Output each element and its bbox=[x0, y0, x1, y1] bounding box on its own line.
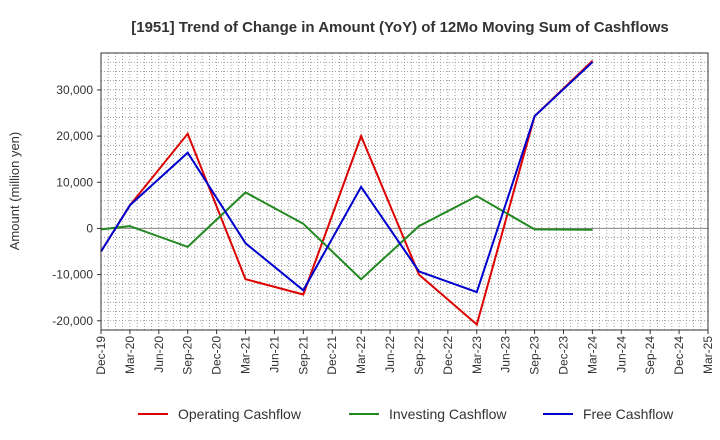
x-tick-label: Jun-20 bbox=[152, 336, 166, 373]
series-line bbox=[100, 191, 593, 281]
x-tick-label: Dec-20 bbox=[210, 336, 224, 375]
x-tick-label: Dec-23 bbox=[556, 336, 570, 375]
y-axis-label: Amount (million yen) bbox=[7, 132, 22, 251]
x-tick-label: Jun-24 bbox=[614, 336, 628, 373]
chart-title: [1951] Trend of Change in Amount (YoY) o… bbox=[131, 19, 669, 36]
x-tick-label: Mar-24 bbox=[585, 336, 599, 374]
data-point bbox=[591, 61, 593, 63]
x-tick-label: Mar-20 bbox=[123, 336, 137, 374]
data-point bbox=[129, 204, 131, 206]
data-point bbox=[302, 293, 304, 295]
grid bbox=[100, 52, 709, 331]
y-tick-label: 20,000 bbox=[56, 129, 93, 143]
x-ticks: Dec-19 Mar-20 Jun-20 Sep-20 Dec-20 Mar-21 Jun-… bbox=[94, 330, 715, 375]
data-point bbox=[418, 274, 420, 276]
x-tick-label: Dec-19 bbox=[94, 336, 108, 375]
x-tick-label: Dec-22 bbox=[441, 336, 455, 375]
data-point bbox=[302, 289, 304, 291]
x-tick-label: Sep-23 bbox=[528, 336, 542, 375]
data-point bbox=[534, 228, 536, 230]
x-tick-label: Dec-21 bbox=[325, 336, 339, 375]
series-line bbox=[100, 61, 594, 294]
series-lines bbox=[100, 60, 594, 327]
y-tick-label: 10,000 bbox=[56, 175, 93, 189]
x-tick-label: Dec-24 bbox=[672, 336, 686, 375]
data-point bbox=[245, 242, 247, 244]
data-point bbox=[591, 229, 593, 231]
data-point bbox=[534, 115, 536, 117]
legend: Operating Cashflow Investing Cashflow Free… bbox=[138, 406, 674, 422]
x-tick-label: Jun-21 bbox=[267, 336, 281, 373]
series-line bbox=[100, 60, 594, 327]
data-point bbox=[418, 225, 420, 227]
data-point bbox=[187, 152, 189, 154]
y-ticks: -20,000 -10,000 0 10,000 20,000 30,000 bbox=[52, 83, 101, 328]
data-point bbox=[302, 223, 304, 225]
data-point bbox=[418, 270, 420, 272]
x-tick-label: Mar-23 bbox=[470, 336, 484, 374]
legend-label: Free Cashflow bbox=[583, 406, 674, 422]
data-point bbox=[360, 278, 362, 280]
x-tick-label: Mar-22 bbox=[354, 336, 368, 374]
data-point bbox=[476, 195, 478, 197]
x-tick-label: Sep-24 bbox=[643, 336, 657, 375]
x-tick-label: Sep-22 bbox=[412, 336, 426, 375]
data-point bbox=[187, 246, 189, 248]
x-tick-label: Mar-21 bbox=[239, 336, 253, 374]
x-tick-label: Sep-20 bbox=[181, 336, 195, 375]
legend-label: Operating Cashflow bbox=[178, 406, 302, 422]
legend-label: Investing Cashflow bbox=[389, 406, 507, 422]
data-point bbox=[360, 135, 362, 137]
x-tick-label: Mar-25 bbox=[701, 336, 715, 374]
data-point bbox=[245, 191, 247, 193]
data-point bbox=[476, 291, 478, 293]
y-tick-label: 30,000 bbox=[56, 83, 93, 97]
data-point bbox=[476, 323, 478, 325]
x-tick-label: Sep-21 bbox=[296, 336, 310, 375]
y-tick-label: 0 bbox=[86, 221, 93, 235]
y-tick-label: -10,000 bbox=[52, 268, 93, 282]
data-point bbox=[360, 186, 362, 188]
plot-frame bbox=[100, 52, 709, 331]
y-tick-label: -20,000 bbox=[52, 314, 93, 328]
data-point bbox=[129, 225, 131, 227]
x-tick-label: Jun-23 bbox=[499, 336, 513, 373]
data-point bbox=[187, 133, 189, 135]
data-point bbox=[245, 278, 247, 280]
x-tick-label: Jun-22 bbox=[383, 336, 397, 373]
data-point bbox=[591, 60, 593, 62]
